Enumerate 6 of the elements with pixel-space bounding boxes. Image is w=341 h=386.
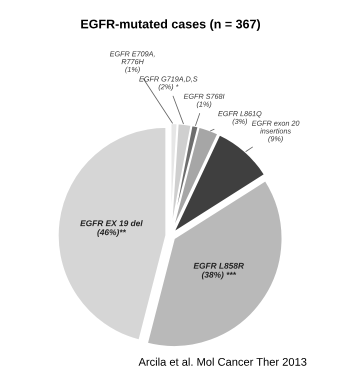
chart-title: EGFR-mutated cases (n = 367) [81, 19, 260, 31]
text: Arcila et al. Mol Cancer Ther 2013 [138, 358, 306, 366]
slice-label: EGFR EX 19 del [80, 220, 143, 226]
data-label: (38%) *** [202, 272, 236, 280]
slice-label: EGFR L858R [194, 262, 244, 269]
data-label: (46%)** [97, 229, 126, 237]
